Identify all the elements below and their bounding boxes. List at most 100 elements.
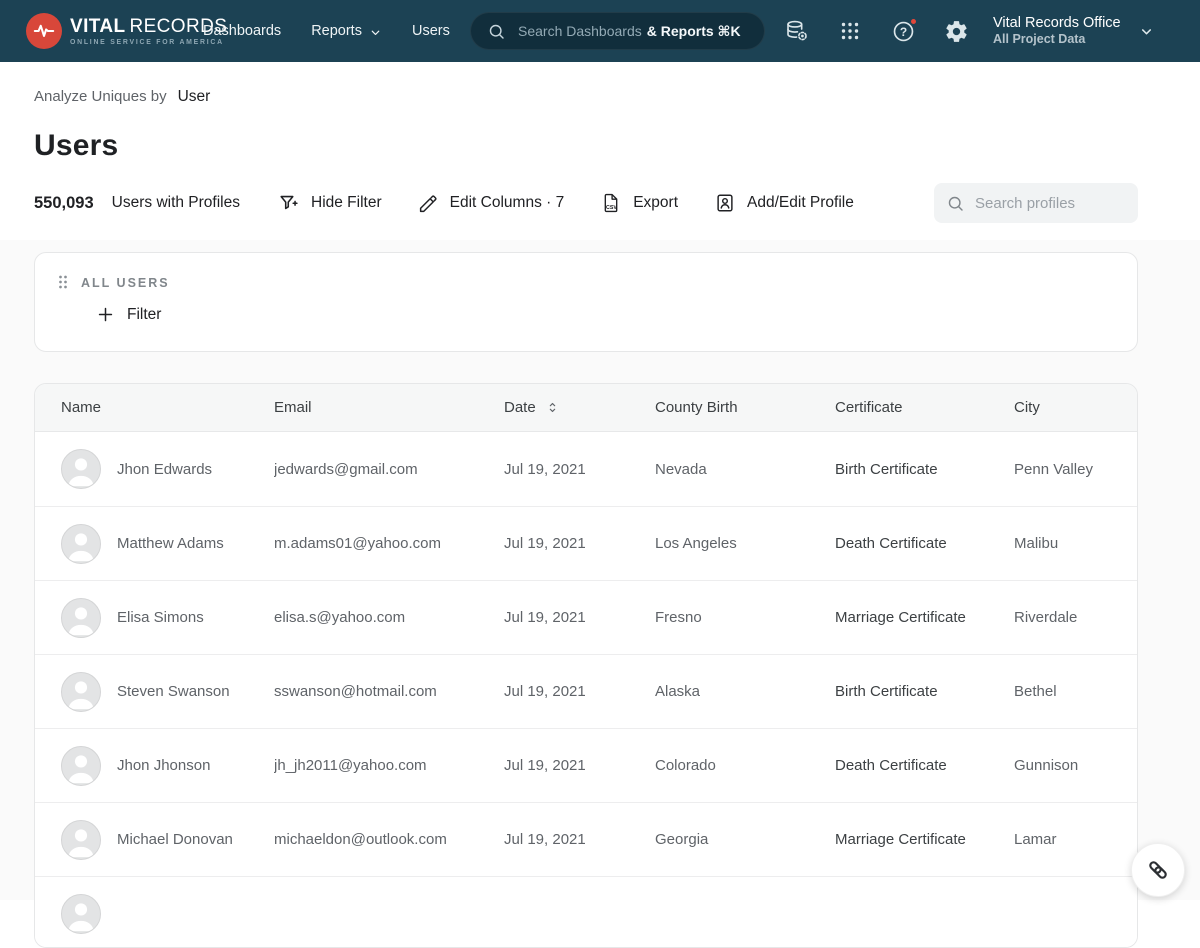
plus-icon — [96, 305, 115, 324]
user-date: Jul 19, 2021 — [504, 683, 655, 700]
nav-item-users[interactable]: Users — [412, 23, 450, 39]
user-city: Lamar — [1014, 831, 1137, 848]
breadcrumb-current[interactable]: User — [178, 88, 211, 106]
user-name: Michael Donovan — [117, 831, 233, 848]
user-city: Malibu — [1014, 535, 1137, 552]
table-header: Name Email Date County Birth Certificate… — [35, 384, 1137, 432]
table-row[interactable]: Jhon Jhonson jh_jh2011@yahoo.com Jul 19,… — [35, 728, 1137, 802]
notification-dot — [909, 17, 918, 26]
user-name: Elisa Simons — [117, 609, 204, 626]
table-row[interactable]: Matthew Adams m.adams01@yahoo.com Jul 19… — [35, 506, 1137, 580]
table-row-partial — [35, 876, 1137, 948]
user-county-birth: Los Angeles — [655, 535, 835, 552]
top-navbar: VITALRECORDS ONLINE SERVICE FOR AMERICA … — [0, 0, 1200, 62]
user-name: Matthew Adams — [117, 535, 224, 552]
user-email: m.adams01@yahoo.com — [274, 535, 504, 552]
copy-link-fab[interactable] — [1131, 843, 1185, 897]
column-header-email[interactable]: Email — [274, 399, 504, 416]
pulse-logo-icon — [26, 13, 62, 49]
user-certificate: Marriage Certificate — [835, 831, 1014, 848]
user-email: jh_jh2011@yahoo.com — [274, 757, 504, 774]
user-date: Jul 19, 2021 — [504, 609, 655, 626]
brand-logo[interactable]: VITALRECORDS ONLINE SERVICE FOR AMERICA — [26, 13, 227, 49]
global-search-shortcut: & Reports ⌘K — [647, 23, 741, 40]
csv-file-icon: CSV — [600, 192, 622, 214]
user-certificate: Death Certificate — [835, 535, 1014, 552]
edit-columns-button[interactable]: Edit Columns · 7 — [418, 193, 565, 214]
user-certificate: Birth Certificate — [835, 683, 1014, 700]
column-header-date[interactable]: Date — [504, 399, 655, 416]
user-date: Jul 19, 2021 — [504, 757, 655, 774]
user-date: Jul 19, 2021 — [504, 831, 655, 848]
chevron-down-icon — [369, 26, 382, 39]
export-button[interactable]: CSV Export — [600, 192, 678, 214]
hide-filter-button[interactable]: Hide Filter — [278, 192, 382, 214]
toolbar: 550,093 Users with Profiles Hide Filter … — [34, 183, 1166, 223]
page-title: Users — [34, 129, 118, 163]
user-name: Jhon Edwards — [117, 461, 212, 478]
user-name: Jhon Jhonson — [117, 757, 210, 774]
user-city: Gunnison — [1014, 757, 1137, 774]
data-source-gear-icon[interactable] — [784, 18, 810, 44]
filter-group-label: ALL USERS — [81, 276, 170, 290]
search-icon — [946, 194, 965, 213]
profiles-count-label: Users with Profiles — [112, 194, 240, 212]
column-header-county-birth[interactable]: County Birth — [655, 399, 835, 416]
user-county-birth: Georgia — [655, 831, 835, 848]
pencil-icon — [418, 193, 439, 214]
account-switcher[interactable]: Vital Records Office All Project Data — [993, 0, 1154, 62]
avatar — [61, 449, 101, 489]
svg-text:?: ? — [899, 24, 906, 38]
person-badge-icon — [714, 192, 736, 214]
user-certificate: Birth Certificate — [835, 461, 1014, 478]
table-row[interactable]: Elisa Simons elisa.s@yahoo.com Jul 19, 2… — [35, 580, 1137, 654]
users-table: Name Email Date County Birth Certificate… — [34, 383, 1138, 948]
link-icon — [1145, 857, 1171, 883]
filter-panel: ALL USERS Filter — [34, 252, 1138, 352]
table-row[interactable]: Michael Donovan michaeldon@outlook.com J… — [35, 802, 1137, 876]
user-email: sswanson@hotmail.com — [274, 683, 504, 700]
brand-title-bold: VITAL — [70, 16, 125, 37]
user-email: michaeldon@outlook.com — [274, 831, 504, 848]
user-county-birth: Fresno — [655, 609, 835, 626]
search-icon — [487, 22, 506, 41]
account-name: Vital Records Office — [993, 14, 1121, 32]
primary-nav: Dashboards Reports Users — [203, 0, 450, 62]
add-filter-button[interactable]: Filter — [92, 301, 165, 328]
user-certificate: Marriage Certificate — [835, 609, 1014, 626]
column-header-city[interactable]: City — [1014, 399, 1137, 416]
profiles-count: 550,093 — [34, 194, 94, 213]
nav-item-reports[interactable]: Reports — [311, 23, 382, 39]
global-search-placeholder: Search Dashboards — [518, 23, 642, 39]
drag-handle-icon[interactable] — [55, 272, 71, 292]
user-certificate: Death Certificate — [835, 757, 1014, 774]
apps-grid-icon[interactable] — [837, 18, 863, 44]
filter-plus-icon — [278, 192, 300, 214]
add-edit-profile-button[interactable]: Add/Edit Profile — [714, 192, 854, 214]
user-name: Steven Swanson — [117, 683, 230, 700]
settings-icon[interactable] — [943, 18, 969, 44]
user-county-birth: Colorado — [655, 757, 835, 774]
profiles-search — [934, 183, 1138, 223]
navbar-icon-group: ? — [784, 0, 969, 62]
user-city: Bethel — [1014, 683, 1137, 700]
user-date: Jul 19, 2021 — [504, 461, 655, 478]
column-header-name[interactable]: Name — [35, 399, 274, 416]
global-search[interactable]: Search Dashboards & Reports ⌘K — [470, 12, 765, 50]
help-icon[interactable]: ? — [890, 18, 916, 44]
profiles-search-input[interactable] — [975, 195, 1125, 212]
user-city: Penn Valley — [1014, 461, 1137, 478]
column-header-certificate[interactable]: Certificate — [835, 399, 1014, 416]
avatar — [61, 672, 101, 712]
chevron-down-icon — [1139, 24, 1154, 39]
svg-text:CSV: CSV — [606, 205, 617, 211]
table-row[interactable]: Jhon Edwards jedwards@gmail.com Jul 19, … — [35, 432, 1137, 506]
user-date: Jul 19, 2021 — [504, 535, 655, 552]
nav-item-dashboards[interactable]: Dashboards — [203, 23, 281, 39]
breadcrumb-label: Analyze Uniques by — [34, 88, 167, 105]
user-email: elisa.s@yahoo.com — [274, 609, 504, 626]
user-email: jedwards@gmail.com — [274, 461, 504, 478]
avatar — [61, 598, 101, 638]
table-row[interactable]: Steven Swanson sswanson@hotmail.com Jul … — [35, 654, 1137, 728]
sort-icon[interactable] — [545, 400, 560, 415]
